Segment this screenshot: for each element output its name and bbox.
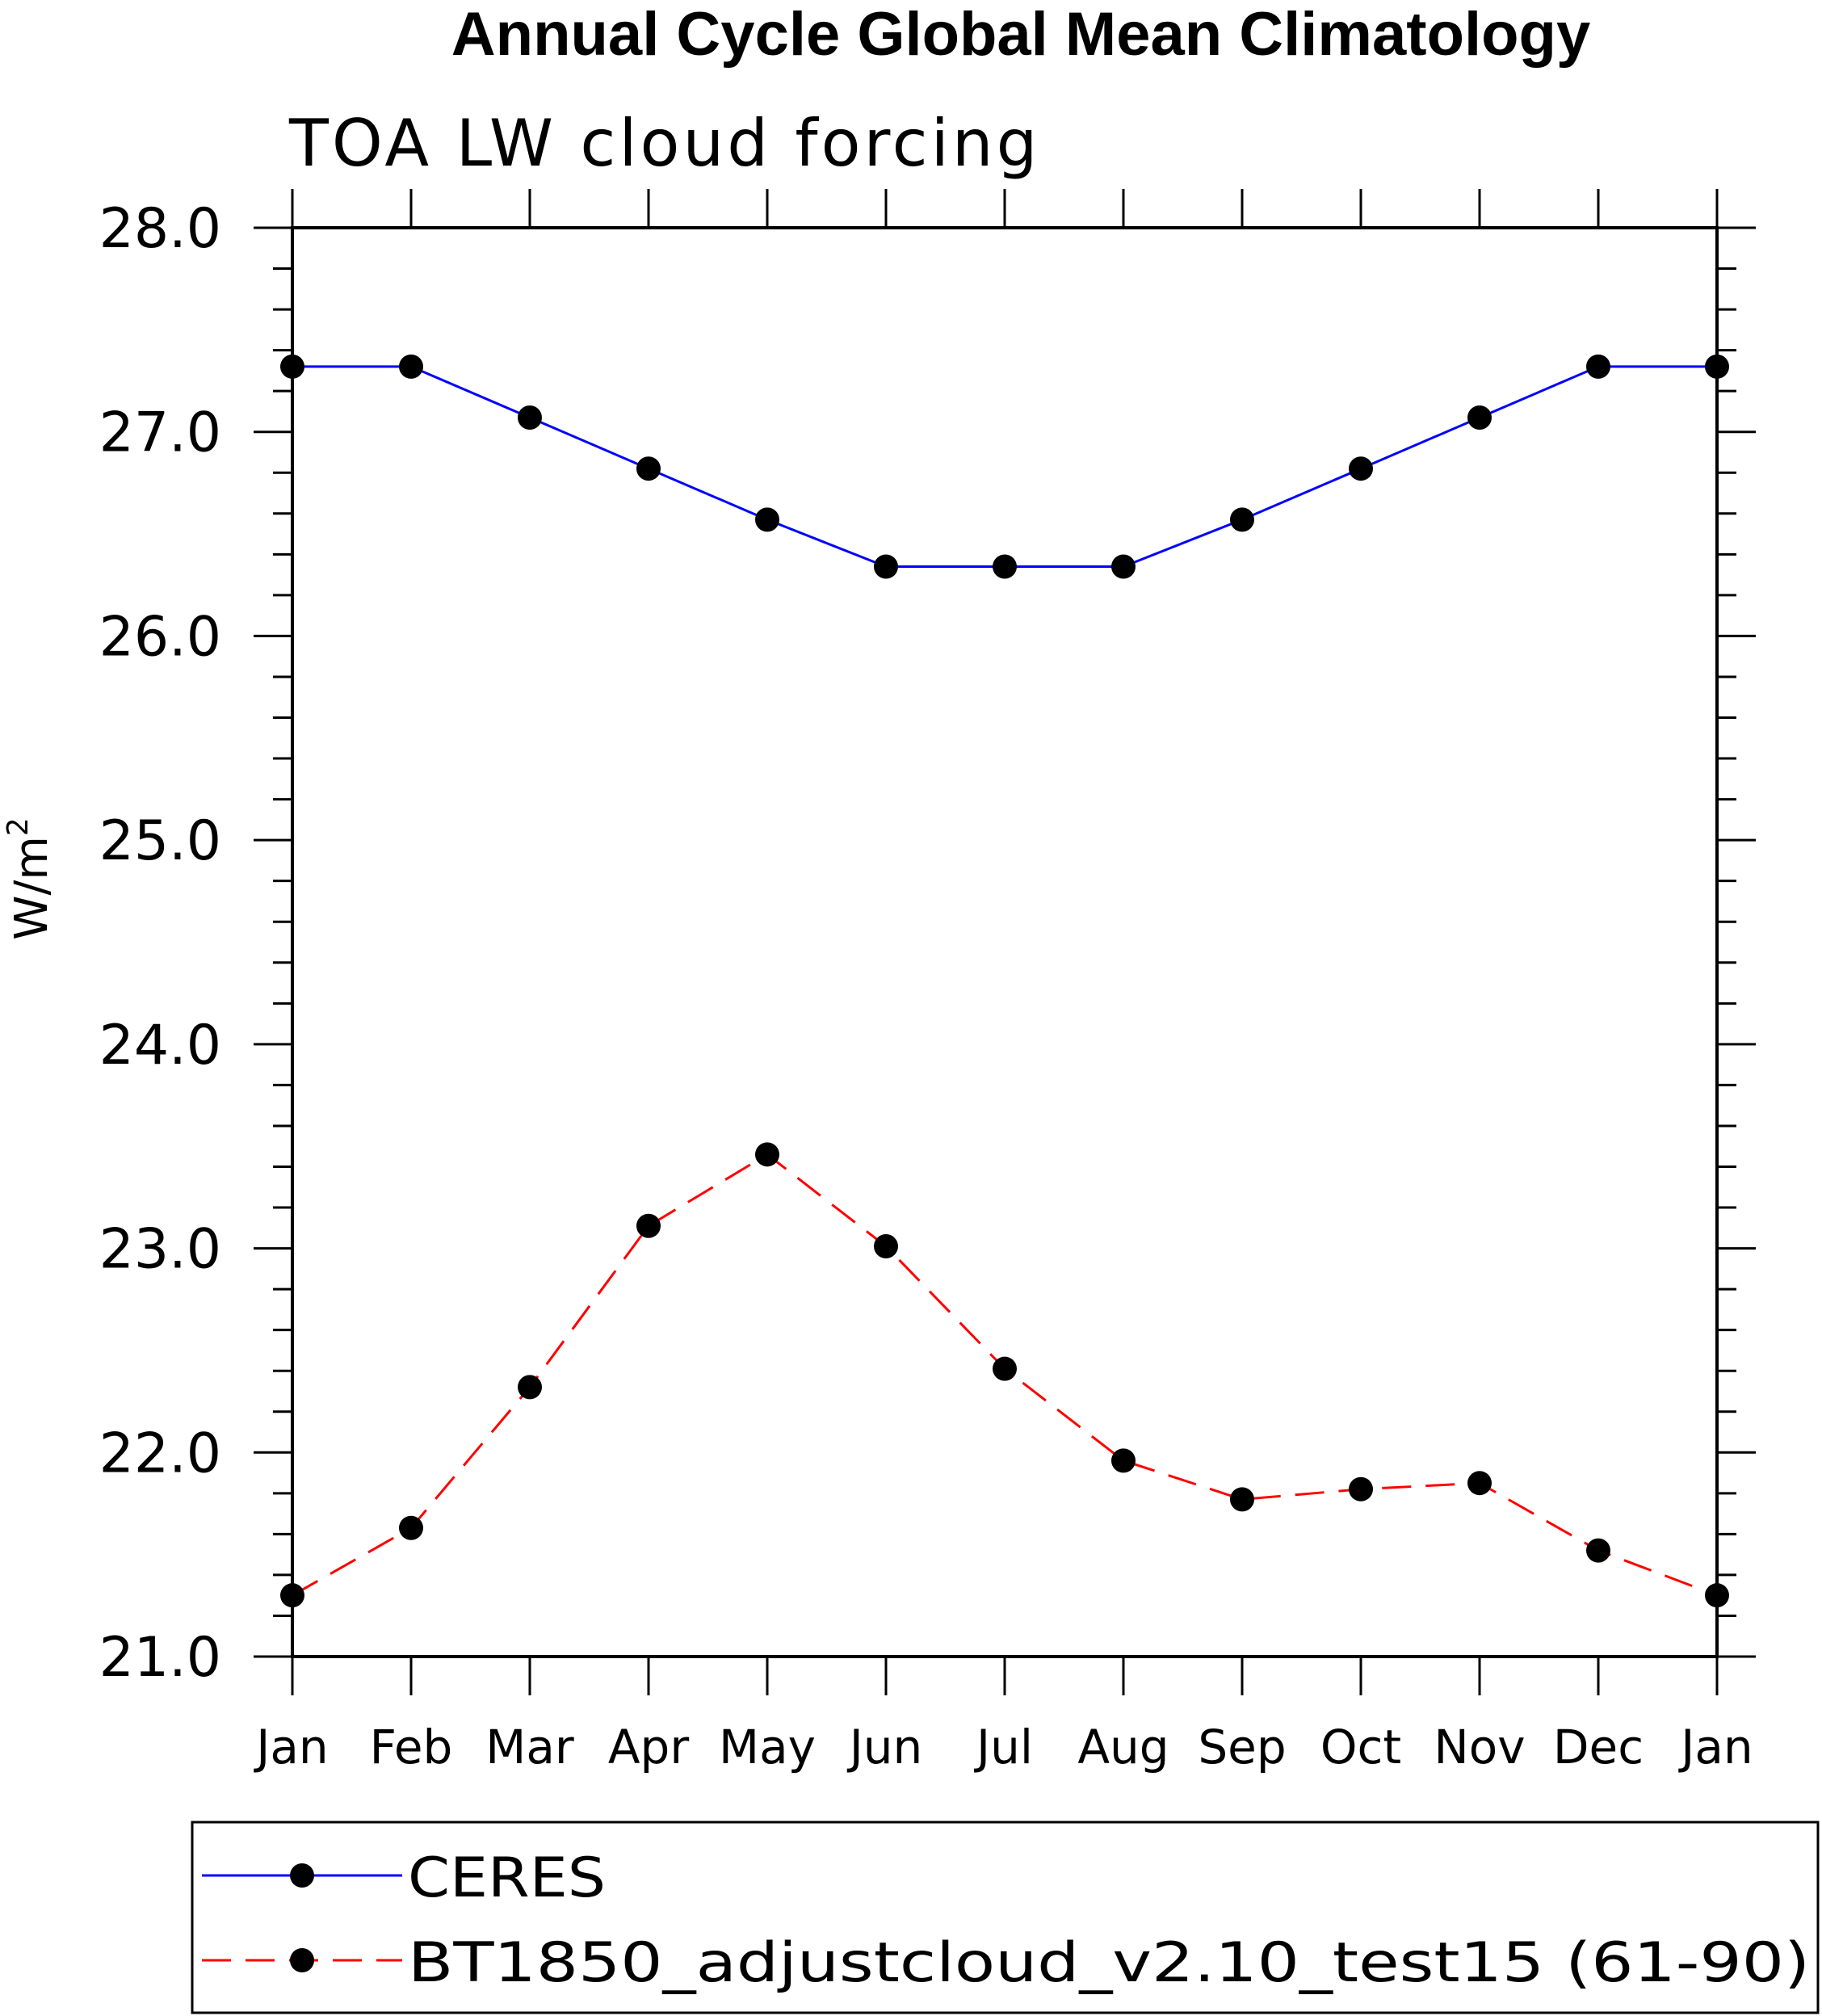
- axis-ticks: [254, 189, 1756, 1695]
- svg-text:W/m2: W/m2: [2, 817, 58, 940]
- legend-label-2: BT1850_adjustcloud_v2.10_test15 (61-90): [408, 1931, 1810, 1995]
- x-tick-label: Jun: [847, 1720, 923, 1774]
- x-tick-label: Apr: [608, 1720, 689, 1774]
- x-tick-label: Feb: [370, 1720, 453, 1774]
- series-1-point: [755, 507, 779, 532]
- x-tick-label: Mar: [485, 1720, 574, 1774]
- plot-frame: [291, 226, 1719, 1658]
- series-2-point: [636, 1213, 661, 1238]
- x-tick-label: Jan: [1678, 1720, 1753, 1774]
- x-tick-label: Nov: [1434, 1720, 1525, 1774]
- x-tick-label: Aug: [1077, 1720, 1169, 1774]
- x-tick-label: Oct: [1320, 1720, 1401, 1774]
- series-2-point: [1349, 1476, 1373, 1502]
- y-axis-label-text: W/m: [6, 836, 58, 940]
- series-1-point: [280, 354, 304, 379]
- series-2-point: [280, 1583, 304, 1608]
- series-line-1: [292, 365, 1717, 569]
- y-axis-label-superscript: 2: [2, 817, 35, 836]
- series-layer: [280, 354, 1729, 1608]
- legend-box: [191, 1821, 1820, 2014]
- series-1-point: [1349, 456, 1373, 481]
- y-tick-label: 28.0: [99, 197, 221, 261]
- series-1-point: [399, 354, 423, 379]
- y-tick-label: 22.0: [99, 1422, 221, 1485]
- y-tick-label: 27.0: [99, 401, 221, 465]
- series-1-point: [993, 554, 1017, 579]
- x-tick-labels: Jan Feb Mar Apr May Jun Jul Aug Sep Oct Nov Dec Jan: [254, 1720, 1753, 1774]
- series-2-point: [399, 1515, 423, 1540]
- series-2-point: [874, 1234, 898, 1259]
- series-2-point: [1586, 1538, 1610, 1563]
- series-1-point: [1467, 405, 1492, 430]
- series-2-point: [1705, 1583, 1729, 1608]
- x-tick-label: Jul: [974, 1720, 1033, 1774]
- series-2-point: [755, 1142, 779, 1167]
- legend: CERES BT1850_adjustcloud_v2.10_test15 (61…: [191, 1821, 1820, 2014]
- legend-items: CERES BT1850_adjustcloud_v2.10_test15 (61…: [202, 1846, 1810, 1995]
- y-tick-label: 21.0: [99, 1626, 221, 1690]
- y-tick-label: 26.0: [99, 605, 221, 669]
- y-tick-label: 24.0: [99, 1014, 221, 1077]
- series-1-point: [518, 405, 542, 430]
- y-tick-label: 23.0: [99, 1218, 221, 1282]
- y-tick-label: 25.0: [99, 809, 221, 873]
- series-1-point: [1586, 354, 1610, 379]
- series-1-point: [1705, 354, 1729, 379]
- legend-marker-2: [290, 1948, 314, 1972]
- series-2-point: [1111, 1448, 1136, 1473]
- series-2-point: [1467, 1471, 1492, 1496]
- series-2-point: [1230, 1487, 1254, 1512]
- series-2-point: [993, 1356, 1017, 1381]
- series-1-point: [1111, 554, 1136, 579]
- legend-marker-1: [290, 1863, 314, 1888]
- chart-title: Annual Cycle Global Mean Climatology: [451, 0, 1590, 69]
- chart-subtitle: TOA LW cloud forcing: [288, 106, 1040, 181]
- series-1-point: [874, 554, 898, 579]
- x-tick-label: Sep: [1198, 1720, 1286, 1774]
- y-axis-label: W/m2: [2, 817, 58, 940]
- x-tick-label: Jan: [254, 1720, 328, 1774]
- series-1-point: [636, 456, 661, 481]
- x-tick-label: May: [719, 1720, 816, 1774]
- series-2-point: [518, 1375, 542, 1400]
- y-tick-labels: 21.0 22.0 23.0 24.0 25.0 26.0 27.0 28.0: [99, 197, 221, 1690]
- x-tick-label: Dec: [1553, 1720, 1644, 1774]
- legend-label-1: CERES: [408, 1846, 606, 1910]
- series-1-point: [1230, 507, 1254, 532]
